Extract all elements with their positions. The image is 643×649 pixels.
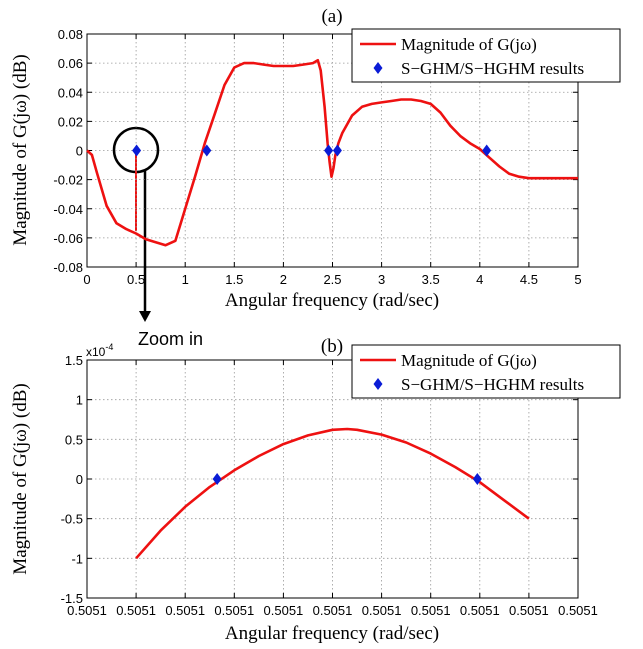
x-tick-label: 4 <box>476 272 483 287</box>
panel-b: 0.5051 0.5051 0.5051 0.5051 0.5051 0.5051 0.50… <box>61 344 621 618</box>
series-line-magnitude <box>135 427 530 560</box>
panel-b-xlabel: Angular frequency (rad/sec) <box>225 623 439 644</box>
y-tick-label: 0 <box>76 144 83 159</box>
legend-entry-label: Magnitude of G(jω) <box>401 35 537 54</box>
legend-entry-label: Magnitude of G(jω) <box>401 351 537 370</box>
panel-a-xlabel: Angular frequency (rad/sec) <box>225 290 439 311</box>
y-tick-label: 1 <box>76 393 83 408</box>
legend-box <box>351 344 621 399</box>
x-tick-label: 0.5 <box>127 272 145 287</box>
x-tick-label: 0.5051 <box>214 603 254 618</box>
legend-swatch-marker <box>373 62 383 74</box>
y-tick-label: 0.02 <box>58 114 83 129</box>
y-tick-label: -0.06 <box>53 231 83 246</box>
y-tick-label: 0 <box>76 472 83 487</box>
x-tick-label: 0.5051 <box>67 603 107 618</box>
result-marker <box>212 473 222 485</box>
x-tick-label: 0.5051 <box>509 603 549 618</box>
exponent-power: -4 <box>105 342 113 352</box>
x-tick-label: 0.5051 <box>460 603 500 618</box>
x-tick-label: 0 <box>83 272 90 287</box>
result-marker <box>332 144 342 157</box>
y-tick-label: 0.04 <box>58 85 83 100</box>
x-tick-label: 0.5051 <box>558 603 598 618</box>
x-tick-label: 1 <box>182 272 189 287</box>
x-tick-label: 0.5051 <box>362 603 402 618</box>
x-tick-label: 3.5 <box>422 272 440 287</box>
x-tick-label: 5 <box>574 272 581 287</box>
y-tick-label: -0.02 <box>53 173 83 188</box>
y-tick-label: -1.5 <box>61 591 83 606</box>
x-tick-label: 0.5051 <box>411 603 451 618</box>
y-tick-label: 0.06 <box>58 56 83 71</box>
legend-box <box>351 28 621 83</box>
panel-b-ylabel: Magnitude of G(jω) (dB) <box>10 383 31 574</box>
y-tick-label: 0.08 <box>58 27 83 42</box>
zoom-arrow-head <box>139 311 151 322</box>
legend-swatch-marker <box>373 378 383 390</box>
legend-entry-label: S−GHM/S−HGHM results <box>401 375 584 394</box>
y-tick-label: -0.5 <box>61 512 83 527</box>
x-tick-label: 2.5 <box>323 272 341 287</box>
panel-a-ylabel: Magnitude of G(jω) (dB) <box>10 54 31 245</box>
panel-a: 0 0.5 1 1.5 2 2.5 3 3.5 4 4.5 5 -0.08 -0.06 -0.04 -0.0… <box>53 27 621 287</box>
series-line-magnitude <box>86 58 578 247</box>
exponent-base: x10 <box>86 345 106 359</box>
y-tick-label: -0.04 <box>53 202 83 217</box>
result-marker <box>202 144 212 157</box>
x-tick-label: 3 <box>378 272 385 287</box>
x-tick-label: 1.5 <box>225 272 243 287</box>
result-marker <box>324 144 334 157</box>
panel-b-label: (b) <box>321 336 343 357</box>
y-tick-label: -1 <box>71 551 83 566</box>
x-tick-label: 4.5 <box>520 272 538 287</box>
zoom-label: Zoom in <box>138 329 203 349</box>
x-tick-label: 0.5051 <box>116 603 156 618</box>
result-marker <box>472 473 482 485</box>
y-tick-label: 0.5 <box>65 432 83 447</box>
panel-a-label: (a) <box>321 6 342 27</box>
result-marker <box>482 144 492 157</box>
x-tick-label: 0.5051 <box>313 603 353 618</box>
x-tick-label: 2 <box>280 272 287 287</box>
y-tick-label: 1.5 <box>65 353 83 368</box>
y-tick-label: -0.08 <box>53 260 83 275</box>
legend-entry-label: S−GHM/S−HGHM results <box>401 59 584 78</box>
panel-b-exponent-label: x10-4 <box>86 342 113 359</box>
result-marker <box>132 144 142 157</box>
x-tick-label: 0.5051 <box>165 603 205 618</box>
x-tick-label: 0.5051 <box>264 603 304 618</box>
